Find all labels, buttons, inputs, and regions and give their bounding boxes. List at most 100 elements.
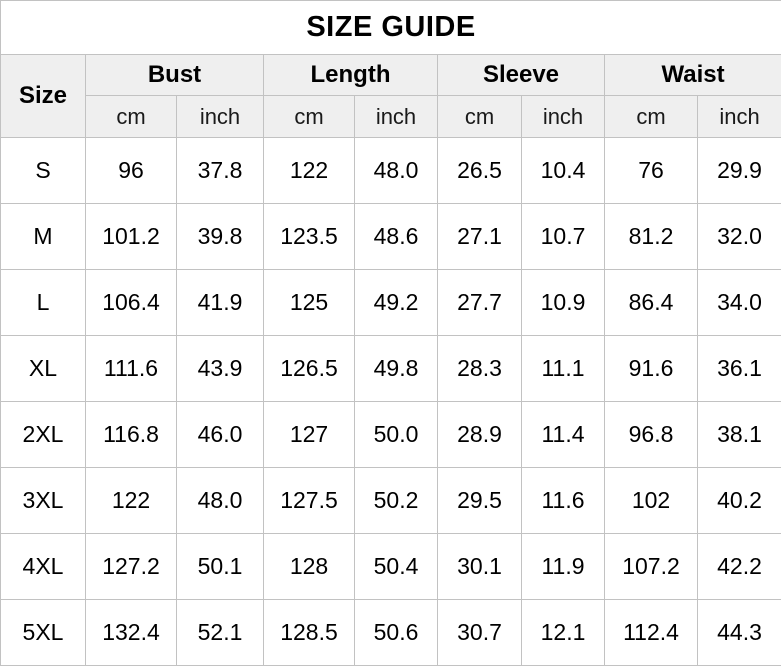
unit-header-sleeve-cm: cm bbox=[437, 95, 522, 138]
size-cell: 2XL bbox=[0, 401, 86, 468]
table-row: L 106.4 41.9 125 49.2 27.7 10.9 86.4 34.0 bbox=[0, 269, 781, 336]
value-cell: 11.9 bbox=[521, 533, 605, 600]
table-header: SIZE GUIDE Size Bust Length Sleeve Waist… bbox=[0, 0, 781, 138]
value-cell: 41.9 bbox=[176, 269, 264, 336]
size-cell: L bbox=[0, 269, 86, 336]
size-cell: 4XL bbox=[0, 533, 86, 600]
value-cell: 96 bbox=[85, 137, 177, 204]
value-cell: 48.0 bbox=[176, 467, 264, 534]
value-cell: 43.9 bbox=[176, 335, 264, 402]
unit-header-length-inch: inch bbox=[354, 95, 438, 138]
value-cell: 32.0 bbox=[696, 203, 781, 270]
value-cell: 48.6 bbox=[354, 203, 438, 270]
value-cell: 128.5 bbox=[263, 599, 355, 666]
value-cell: 30.7 bbox=[437, 599, 522, 666]
column-header-sleeve: Sleeve bbox=[437, 54, 605, 96]
value-cell: 27.1 bbox=[437, 203, 522, 270]
value-cell: 11.6 bbox=[521, 467, 605, 534]
value-cell: 132.4 bbox=[85, 599, 177, 666]
value-cell: 44.3 bbox=[696, 599, 781, 666]
value-cell: 126.5 bbox=[263, 335, 355, 402]
value-cell: 37.8 bbox=[176, 137, 264, 204]
size-cell: XL bbox=[0, 335, 86, 402]
size-cell: S bbox=[0, 137, 86, 204]
column-header-waist: Waist bbox=[603, 54, 781, 96]
value-cell: 28.9 bbox=[437, 401, 522, 468]
value-cell: 76 bbox=[604, 137, 698, 204]
value-cell: 127 bbox=[263, 401, 355, 468]
value-cell: 49.8 bbox=[354, 335, 438, 402]
value-cell: 127.2 bbox=[85, 533, 177, 600]
value-cell: 50.2 bbox=[354, 467, 438, 534]
page-title: SIZE GUIDE bbox=[0, 0, 781, 55]
size-cell: M bbox=[0, 203, 86, 270]
value-cell: 26.5 bbox=[437, 137, 522, 204]
value-cell: 112.4 bbox=[604, 599, 698, 666]
value-cell: 101.2 bbox=[85, 203, 177, 270]
value-cell: 10.4 bbox=[521, 137, 605, 204]
group-header-row: Size Bust Length Sleeve Waist bbox=[0, 54, 781, 138]
unit-header-sleeve-inch: inch bbox=[521, 95, 605, 138]
value-cell: 38.1 bbox=[696, 401, 781, 468]
unit-header-waist-inch: inch bbox=[696, 95, 781, 138]
unit-header-bust-cm: cm bbox=[85, 95, 177, 138]
value-cell: 30.1 bbox=[437, 533, 522, 600]
value-cell: 49.2 bbox=[354, 269, 438, 336]
value-cell: 107.2 bbox=[604, 533, 698, 600]
value-cell: 50.0 bbox=[354, 401, 438, 468]
value-cell: 106.4 bbox=[85, 269, 177, 336]
table-body: S 96 37.8 122 48.0 26.5 10.4 76 29.9 M 101.2 39.8 12… bbox=[0, 137, 781, 666]
value-cell: 52.1 bbox=[176, 599, 264, 666]
value-cell: 111.6 bbox=[85, 335, 177, 402]
value-cell: 39.8 bbox=[176, 203, 264, 270]
value-cell: 10.9 bbox=[521, 269, 605, 336]
value-cell: 102 bbox=[604, 467, 698, 534]
unit-header-length-cm: cm bbox=[263, 95, 355, 138]
table-row: S 96 37.8 122 48.0 26.5 10.4 76 29.9 bbox=[0, 137, 781, 204]
value-cell: 86.4 bbox=[604, 269, 698, 336]
value-cell: 34.0 bbox=[696, 269, 781, 336]
value-cell: 128 bbox=[263, 533, 355, 600]
value-cell: 122 bbox=[263, 137, 355, 204]
value-cell: 81.2 bbox=[604, 203, 698, 270]
table-row: 2XL 116.8 46.0 127 50.0 28.9 11.4 96.8 38.1 bbox=[0, 401, 781, 468]
size-cell: 3XL bbox=[0, 467, 86, 534]
value-cell: 12.1 bbox=[521, 599, 605, 666]
value-cell: 50.1 bbox=[176, 533, 264, 600]
value-cell: 116.8 bbox=[85, 401, 177, 468]
value-cell: 36.1 bbox=[696, 335, 781, 402]
value-cell: 40.2 bbox=[696, 467, 781, 534]
value-cell: 28.3 bbox=[437, 335, 522, 402]
column-header-length: Length bbox=[263, 54, 438, 96]
value-cell: 127.5 bbox=[263, 467, 355, 534]
value-cell: 123.5 bbox=[263, 203, 355, 270]
value-cell: 96.8 bbox=[604, 401, 698, 468]
value-cell: 10.7 bbox=[521, 203, 605, 270]
value-cell: 11.4 bbox=[521, 401, 605, 468]
value-cell: 11.1 bbox=[521, 335, 605, 402]
value-cell: 125 bbox=[263, 269, 355, 336]
value-cell: 50.4 bbox=[354, 533, 438, 600]
value-cell: 29.9 bbox=[696, 137, 781, 204]
value-cell: 91.6 bbox=[604, 335, 698, 402]
table-row: XL 111.6 43.9 126.5 49.8 28.3 11.1 91.6 36.1 bbox=[0, 335, 781, 402]
value-cell: 48.0 bbox=[354, 137, 438, 204]
value-cell: 27.7 bbox=[437, 269, 522, 336]
title-row: SIZE GUIDE bbox=[0, 0, 781, 55]
column-header-size: Size bbox=[0, 54, 86, 138]
table-row: 5XL 132.4 52.1 128.5 50.6 30.7 12.1 112.4 44.3 bbox=[0, 599, 781, 666]
value-cell: 29.5 bbox=[437, 467, 522, 534]
size-cell: 5XL bbox=[0, 599, 86, 666]
table-row: M 101.2 39.8 123.5 48.6 27.1 10.7 81.2 32.0 bbox=[0, 203, 781, 270]
value-cell: 42.2 bbox=[696, 533, 781, 600]
table-row: 4XL 127.2 50.1 128 50.4 30.1 11.9 107.2 42.2 bbox=[0, 533, 781, 600]
column-header-bust: Bust bbox=[85, 54, 264, 96]
unit-header-waist-cm: cm bbox=[604, 95, 698, 138]
unit-header-row: cm inch cm inch cm inch cm inch bbox=[1, 95, 781, 138]
value-cell: 122 bbox=[85, 467, 177, 534]
table-row: 3XL 122 48.0 127.5 50.2 29.5 11.6 102 40.2 bbox=[0, 467, 781, 534]
value-cell: 46.0 bbox=[176, 401, 264, 468]
unit-header-bust-inch: inch bbox=[176, 95, 264, 138]
